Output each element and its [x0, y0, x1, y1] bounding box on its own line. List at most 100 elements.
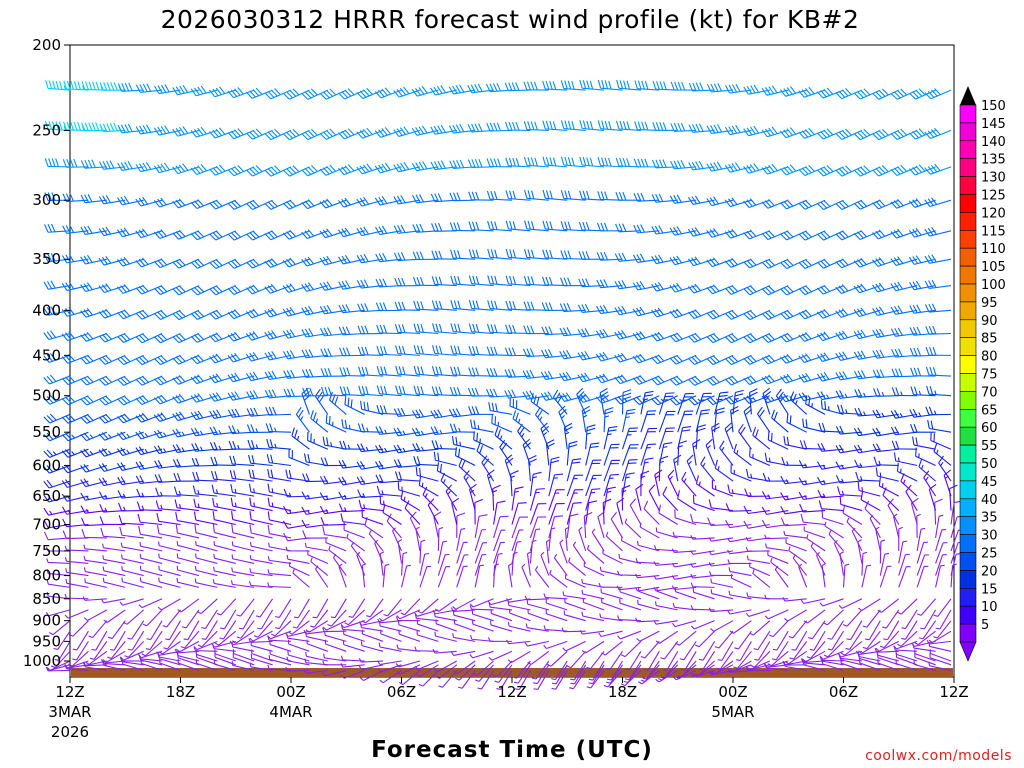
wind-barb [486, 323, 513, 335]
wind-barb [117, 309, 144, 320]
wind-barb [375, 302, 402, 312]
wind-barb [377, 618, 402, 624]
wind-barb [302, 387, 328, 397]
wind-barb [786, 413, 807, 433]
wind-barb [658, 504, 679, 525]
wind-barb [551, 660, 568, 681]
wind-barb [418, 670, 439, 687]
wind-barb [120, 650, 144, 661]
wind-barb [924, 127, 952, 140]
wind-barb [473, 660, 494, 676]
wind-barb [214, 630, 237, 646]
wind-barb [253, 620, 273, 638]
wind-barb [393, 195, 421, 205]
wind-barb [724, 333, 752, 344]
wind-barb [119, 526, 144, 539]
wind-barb [835, 351, 863, 361]
wind-barb [117, 332, 144, 343]
wind-barb [80, 255, 107, 265]
wind-barb [643, 500, 660, 525]
wind-barb [216, 598, 237, 616]
wind-barb [926, 385, 952, 397]
wind-barb [658, 442, 673, 466]
wind-barb [566, 440, 578, 466]
wind-barb [437, 566, 451, 588]
wind-barb [267, 582, 292, 588]
wind-barb [927, 420, 952, 433]
wind-barb [411, 427, 439, 437]
wind-barb [319, 255, 347, 266]
wind-barb [788, 546, 807, 564]
wind-barb [192, 485, 218, 497]
wind-barb [635, 617, 660, 623]
wind-barb [634, 80, 660, 91]
wind-barb [359, 669, 384, 682]
wind-barb [154, 309, 181, 321]
wind-barb [620, 640, 642, 658]
wind-barb [865, 620, 881, 641]
wind-barb [473, 431, 494, 450]
wind-barb [450, 607, 476, 613]
wind-barb [761, 285, 789, 296]
wind-barb [522, 348, 549, 358]
wind-barb [606, 664, 623, 684]
wind-barb [344, 609, 366, 626]
wind-barb [248, 483, 273, 497]
wind-barb [816, 331, 844, 342]
wind-barb [710, 589, 734, 600]
wind-barb [43, 494, 71, 503]
wind-barb [248, 469, 273, 482]
wind-barb [924, 163, 952, 175]
colorbar-label: 85 [981, 332, 998, 347]
colorbar-swatch [959, 104, 977, 124]
wind-barb [890, 164, 918, 177]
wind-barb [448, 84, 476, 95]
wind-barb [529, 539, 537, 564]
wind-barb [835, 475, 862, 484]
wind-barb [456, 528, 466, 551]
wind-barb [771, 409, 789, 433]
wind-barb [361, 508, 384, 526]
wind-barb [761, 506, 789, 515]
wind-barb [632, 281, 660, 291]
wind-barb [637, 540, 660, 552]
wind-barb [192, 471, 218, 482]
wind-barb [767, 431, 789, 450]
wind-barb [469, 598, 494, 608]
wind-barb [746, 660, 771, 671]
wind-barb [61, 506, 89, 515]
wind-barb [743, 309, 771, 321]
wind-barb [139, 553, 163, 564]
wind-barb [505, 220, 531, 232]
wind-barb [121, 577, 144, 588]
wind-barb [474, 529, 486, 552]
wind-barb [117, 195, 144, 206]
wind-barb [213, 553, 236, 564]
wind-barb [818, 500, 844, 512]
wind-barb [172, 309, 200, 321]
wind-barb [780, 475, 807, 485]
wind-barb [267, 511, 292, 526]
wind-barb [827, 630, 844, 651]
wind-barb [534, 566, 550, 588]
wind-barb [891, 440, 918, 450]
wind-barb [873, 388, 899, 397]
wind-barb [496, 670, 513, 690]
wind-barb [614, 395, 642, 405]
wind-barb [511, 540, 522, 564]
wind-barb [176, 565, 200, 577]
wind-barb [212, 511, 236, 526]
wind-barb [535, 407, 550, 433]
wind-barb [583, 562, 605, 577]
wind-barb [80, 395, 108, 406]
wind-barb [431, 276, 457, 287]
wind-barb [295, 406, 310, 433]
wind-barb [156, 512, 181, 526]
wind-barb [99, 516, 126, 526]
wind-barb [924, 227, 952, 237]
wind-barb [576, 387, 587, 415]
wind-barb [267, 569, 292, 577]
wind-barb [338, 280, 365, 290]
x-tick-day: 4MAR [269, 703, 312, 721]
wind-barb [523, 156, 549, 168]
